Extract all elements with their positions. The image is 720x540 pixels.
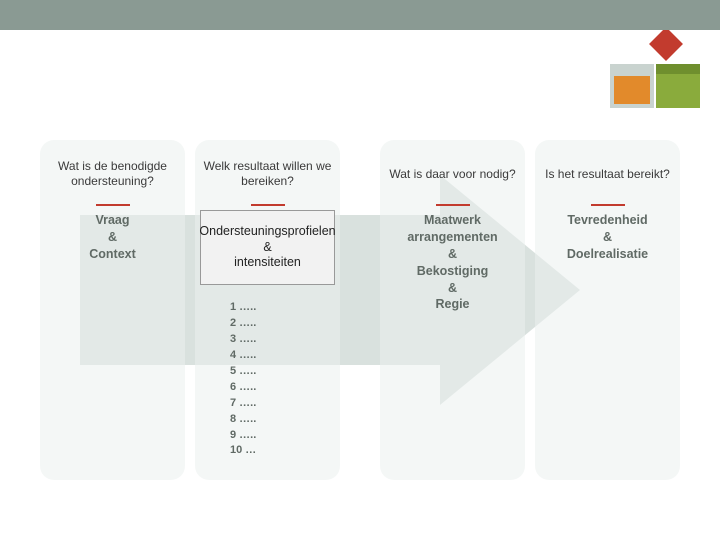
card-1: Wat is de benodigde ondersteuning? Vraag… [40, 140, 185, 480]
card-question: Welk resultaat willen we bereiken? [203, 150, 332, 198]
card-question: Is het resultaat bereikt? [543, 150, 672, 198]
card-rule [591, 204, 625, 206]
top-bar [0, 0, 720, 30]
card-3: Wat is daar voor nodig? Maatwerk arrange… [380, 140, 525, 480]
highlight-text: Ondersteuningsprofielen & intensiteiten [199, 224, 335, 271]
card-rule [96, 204, 130, 206]
card-question: Wat is daar voor nodig? [388, 150, 517, 198]
card-2: Welk resultaat willen we bereiken? [195, 140, 340, 480]
logo-block [610, 30, 700, 110]
numbered-list: 1 ….. 2 ….. 3 ….. 4 ….. 5 ….. 6 ….. 7 ….… [230, 300, 256, 459]
card-4: Is het resultaat bereikt? Tevredenheid &… [535, 140, 680, 480]
card-rule [436, 204, 470, 206]
card-body: Tevredenheid & Doelrealisatie [543, 212, 672, 263]
card-rule [251, 204, 285, 206]
diagram-stage: Wat is de benodigde ondersteuning? Vraag… [40, 140, 680, 500]
highlight-box: Ondersteuningsprofielen & intensiteiten [200, 210, 335, 285]
card-body: Vraag & Context [48, 212, 177, 263]
card-body: Maatwerk arrangementen & Bekostiging & R… [388, 212, 517, 313]
card-question: Wat is de benodigde ondersteuning? [48, 150, 177, 198]
